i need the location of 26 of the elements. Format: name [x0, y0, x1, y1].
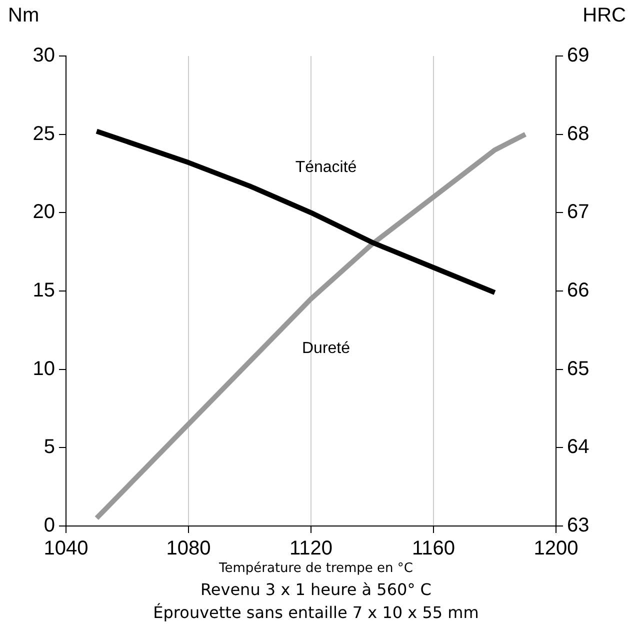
y-tick-label: 0	[44, 514, 55, 537]
text: Éprouvette sans entaille 7 x 10 x 55 mm	[152, 603, 480, 622]
series-label: Dureté	[302, 340, 350, 358]
y-axis-title: Nm	[8, 4, 40, 27]
y2-tick-label: 63	[567, 514, 590, 537]
x-tick-label: 1120	[289, 538, 333, 560]
y2-tick-label: 68	[567, 122, 590, 145]
y-tick-label: 5	[44, 436, 55, 458]
y2-tick-label: 65	[567, 358, 590, 380]
y2-tick-label: 64	[567, 436, 590, 458]
y2-tick-label: 67	[567, 201, 590, 224]
x-tick-label: 1160	[412, 538, 456, 560]
series-label: Ténacité	[295, 159, 357, 176]
x-tick-label: 1200	[534, 538, 578, 560]
x-tick-label: 1080	[166, 538, 211, 560]
y2-tick-label: 69	[567, 44, 590, 67]
y-tick-label: 10	[32, 358, 55, 380]
text: Revenu 3 x 1 heure à 560° C	[200, 580, 432, 599]
y2-axis-title: HRC	[582, 4, 626, 27]
y-tick-label: 30	[32, 44, 55, 67]
y-tick-label: 25	[32, 122, 55, 145]
y2-tick-label: 66	[567, 280, 590, 302]
x-tick-label: 1040	[44, 538, 88, 560]
y-tick-label: 15	[32, 280, 55, 302]
y-tick-label: 20	[32, 201, 55, 224]
x-axis-title: Température de trempe en °C	[218, 561, 414, 576]
